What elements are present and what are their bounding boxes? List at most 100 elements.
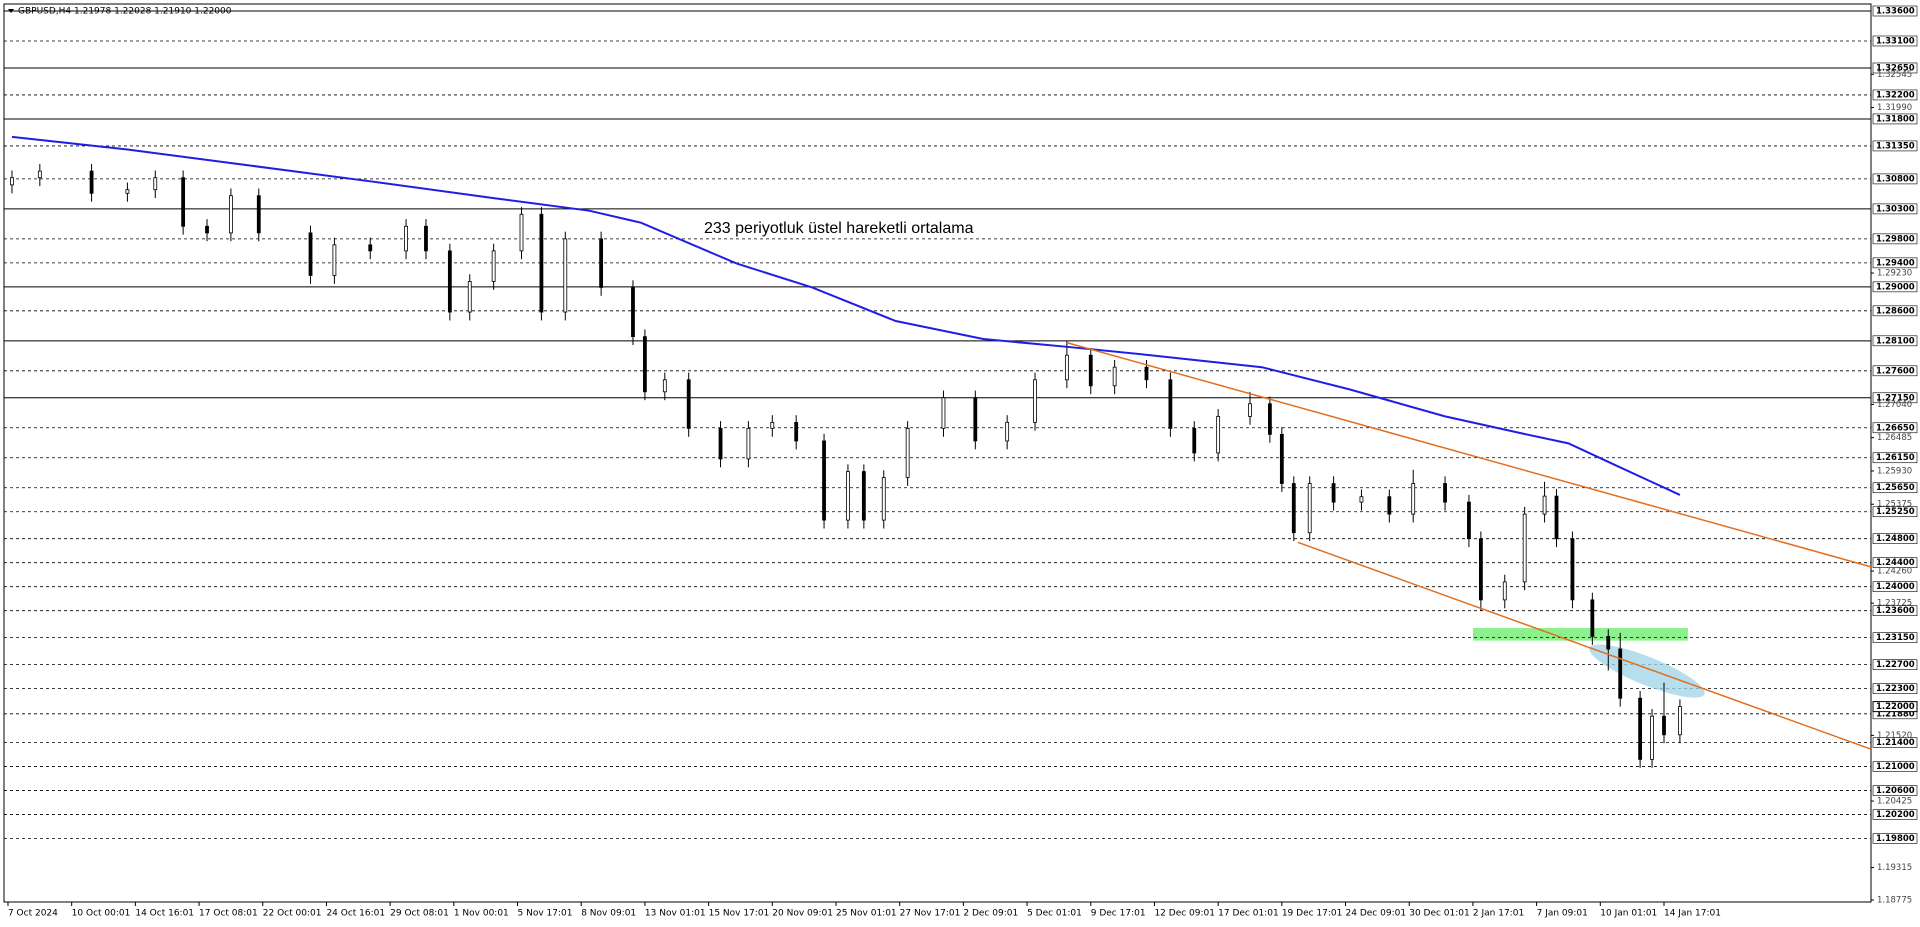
level-label-box <box>1872 809 1918 820</box>
level-label: 1.33100 <box>1876 36 1915 46</box>
candle-body <box>89 170 94 194</box>
chart-header: GBPUSD,H4 1.21978 1.22028 1.21910 1.2200… <box>18 7 232 17</box>
candle-body <box>424 225 428 252</box>
candle-body <box>1570 538 1575 601</box>
candle-body <box>718 427 723 460</box>
x-tick-label: 27 Nov 17:01 <box>900 909 961 919</box>
x-tick-label: 25 Nov 01:01 <box>836 909 897 919</box>
level-label: 1.22300 <box>1876 684 1915 694</box>
level-label-box <box>1872 335 1918 347</box>
candle-body <box>1606 636 1611 650</box>
level-label-box <box>1872 737 1918 748</box>
candle-body <box>1590 599 1595 637</box>
level-label: 1.26650 <box>1876 423 1915 433</box>
y-tick-label: 1.21520 <box>1877 731 1912 741</box>
candle-body <box>1542 495 1547 515</box>
level-label-box <box>1872 605 1918 616</box>
level-label: 1.19800 <box>1876 834 1915 844</box>
x-tick-label: 5 Dec 01:01 <box>1027 909 1082 919</box>
level-label-box <box>1872 452 1918 464</box>
level-label-box <box>1872 89 1918 101</box>
candle-body <box>125 189 130 194</box>
candle-body <box>905 427 910 478</box>
x-tick-label: 30 Dec 01:01 <box>1409 909 1470 919</box>
candle-body <box>1033 379 1037 423</box>
level-label-box <box>1872 392 1918 404</box>
level-label: 1.22700 <box>1876 660 1915 670</box>
level-label-box <box>1872 785 1918 796</box>
x-tick-label: 17 Dec 01:01 <box>1218 909 1279 919</box>
level-label: 1.29800 <box>1876 234 1915 244</box>
x-tick-label: 22 Oct 00:01 <box>263 909 322 919</box>
level-label-box <box>1872 257 1918 269</box>
candle-body <box>1650 715 1654 760</box>
level-label: 1.20200 <box>1876 810 1915 820</box>
candle-body <box>1216 415 1221 454</box>
x-tick-label: 15 Nov 17:01 <box>709 909 770 919</box>
candle-body <box>1144 366 1149 381</box>
candle-body <box>153 177 158 191</box>
candle-body <box>631 287 635 338</box>
candle-body <box>368 244 373 252</box>
candle-body <box>308 232 313 276</box>
level-label-box <box>1872 173 1918 185</box>
x-tick-label: 19 Dec 17:01 <box>1282 909 1343 919</box>
level-label-box <box>1872 533 1918 545</box>
level-label: 1.27600 <box>1876 366 1915 376</box>
level-label: 1.32200 <box>1876 90 1915 100</box>
level-label: 1.21000 <box>1876 762 1915 772</box>
candle-body <box>1502 581 1507 601</box>
ema-line <box>11 135 1681 496</box>
x-tick-label: 2 Dec 09:01 <box>963 909 1018 919</box>
candle-body <box>539 213 544 313</box>
level-label: 1.25250 <box>1876 507 1915 517</box>
candle-body <box>973 397 978 442</box>
level-label-box <box>1872 833 1918 844</box>
level-label-box <box>1872 62 1918 74</box>
candle-body <box>1291 483 1296 534</box>
candle-body <box>1467 501 1471 540</box>
candle-body <box>1307 483 1312 534</box>
candle-body <box>1411 483 1416 515</box>
candle-body <box>881 477 886 521</box>
candle-body <box>1168 379 1173 429</box>
x-tick-label: 24 Oct 16:01 <box>326 909 385 919</box>
candle-body <box>467 281 472 313</box>
level-label-box <box>1872 233 1918 245</box>
candle-body <box>181 177 186 227</box>
level-label: 1.24000 <box>1876 582 1915 592</box>
candle-body <box>1387 496 1392 515</box>
level-label: 1.27150 <box>1876 393 1915 403</box>
x-tick-label: 14 Oct 16:01 <box>135 909 194 919</box>
level-label-box <box>1872 5 1918 17</box>
level-label: 1.23150 <box>1876 633 1915 643</box>
x-tick-label: 24 Dec 09:01 <box>1346 909 1407 919</box>
candle-body <box>519 213 524 252</box>
candle-body <box>1279 433 1284 484</box>
candle-body <box>1662 715 1666 736</box>
candle-body <box>1443 483 1447 503</box>
level-label: 1.29000 <box>1876 282 1915 292</box>
y-tick-label: 1.20425 <box>1877 797 1912 807</box>
level-label-box <box>1872 659 1918 670</box>
candle-body <box>1478 538 1483 601</box>
level-label-box <box>1872 506 1918 518</box>
level-label: 1.31350 <box>1876 141 1915 151</box>
trendline <box>1066 341 1872 568</box>
candle-body <box>1064 354 1069 381</box>
level-label: 1.31800 <box>1876 114 1915 124</box>
level-label-box <box>1872 113 1918 125</box>
level-label: 1.20600 <box>1876 786 1915 796</box>
y-tick-label: 1.31990 <box>1877 103 1912 113</box>
candle-body <box>770 421 775 429</box>
y-tick-label: 1.26485 <box>1877 433 1912 443</box>
y-tick-label: 1.32545 <box>1877 70 1912 80</box>
x-tick-label: 12 Dec 09:01 <box>1154 909 1215 919</box>
x-tick-label: 7 Oct 2024 <box>8 909 58 919</box>
x-tick-label: 9 Dec 17:01 <box>1091 909 1146 919</box>
candle-body <box>794 421 799 442</box>
level-label-box <box>1872 281 1918 293</box>
candle-body <box>822 440 826 521</box>
level-label: 1.21880 <box>1876 709 1915 719</box>
y-tick-label: 1.19315 <box>1877 863 1912 873</box>
